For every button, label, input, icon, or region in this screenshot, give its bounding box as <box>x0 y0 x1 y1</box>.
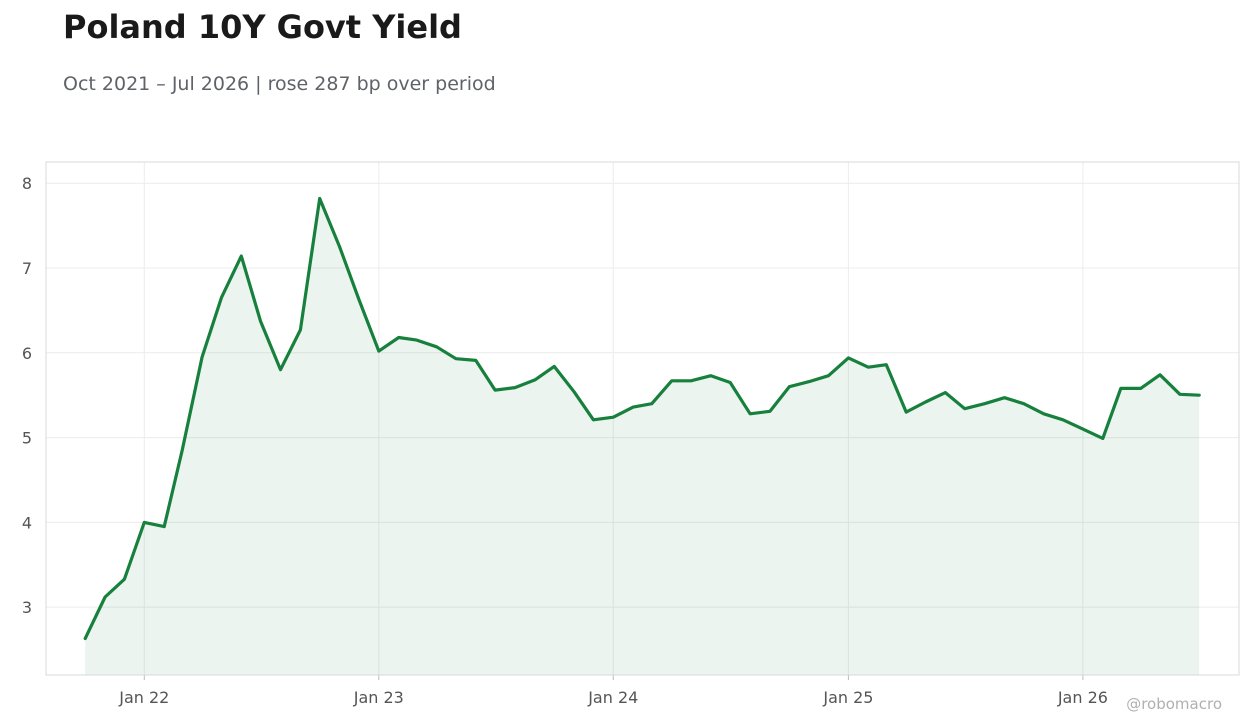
data-point <box>358 298 360 300</box>
data-point <box>123 578 125 580</box>
x-tick-label: Jan 24 <box>587 688 638 707</box>
data-point <box>1159 374 1161 376</box>
data-point <box>1198 394 1200 396</box>
data-point <box>632 406 634 408</box>
data-point <box>1179 393 1181 395</box>
data-point <box>378 350 380 352</box>
plot-frame <box>45 161 1240 676</box>
data-point <box>299 329 301 331</box>
data-point <box>1043 413 1045 415</box>
data-point <box>514 386 516 388</box>
y-tick-labels: 3 4 5 6 7 8 <box>22 174 32 617</box>
data-point <box>1082 428 1084 430</box>
x-tick-labels: Jan 22 Jan 23 Jan 24 Jan 25 Jan 26 <box>118 688 1108 707</box>
data-point <box>338 246 340 248</box>
data-point <box>847 357 849 359</box>
data-point <box>573 391 575 393</box>
data-point <box>1140 387 1142 389</box>
chart-subtitle: Oct 2021 – Jul 2026 | rose 287 bp over p… <box>63 73 496 95</box>
x-tick-label: Jan 22 <box>118 688 169 707</box>
data-point <box>710 374 712 376</box>
watermark: @robomacro <box>1126 695 1222 713</box>
data-point <box>534 379 536 381</box>
data-point <box>788 386 790 388</box>
data-point <box>201 356 203 358</box>
data-point <box>671 380 673 382</box>
data-point <box>143 521 145 523</box>
y-tick-label: 6 <box>22 344 32 363</box>
data-point <box>729 381 731 383</box>
data-point <box>1023 402 1025 404</box>
area-layer <box>85 198 1200 675</box>
data-point <box>769 410 771 412</box>
data-point <box>163 525 165 527</box>
data-point <box>827 374 829 376</box>
y-tick-label: 5 <box>22 429 32 448</box>
x-tick-label: Jan 26 <box>1057 688 1108 707</box>
data-point <box>690 380 692 382</box>
data-point <box>220 296 222 298</box>
data-point <box>181 449 183 451</box>
data-point <box>259 320 261 322</box>
data-point <box>1062 419 1064 421</box>
data-point <box>808 380 810 382</box>
data-point <box>1003 397 1005 399</box>
line-layer <box>83 196 1201 641</box>
data-point <box>592 419 594 421</box>
x-tick-label: Jan 25 <box>822 688 873 707</box>
data-point <box>553 365 555 367</box>
data-point <box>1102 437 1104 439</box>
frame-layer <box>45 161 1240 676</box>
data-point <box>944 391 946 393</box>
data-point <box>749 413 751 415</box>
data-point <box>475 359 477 361</box>
chart-title: Poland 10Y Govt Yield <box>63 8 462 46</box>
data-point <box>84 637 86 639</box>
data-point <box>240 255 242 257</box>
data-point <box>983 402 985 404</box>
data-point <box>867 366 869 368</box>
data-point <box>455 358 457 360</box>
data-point <box>1120 387 1122 389</box>
data-point <box>279 369 281 371</box>
series-line <box>83 196 1201 641</box>
data-point <box>318 197 320 199</box>
y-tick-label: 7 <box>22 259 32 278</box>
y-tick-label: 4 <box>22 513 32 532</box>
data-point <box>104 596 106 598</box>
grid-layer <box>46 162 1239 680</box>
x-tick-label: Jan 23 <box>353 688 404 707</box>
data-point <box>612 416 614 418</box>
data-point <box>963 408 965 410</box>
data-point <box>435 346 437 348</box>
data-point <box>397 336 399 338</box>
series-area <box>85 198 1200 675</box>
data-point <box>415 339 417 341</box>
data-point <box>924 401 926 403</box>
data-point <box>905 411 907 413</box>
data-point <box>885 363 887 365</box>
y-tick-label: 8 <box>22 174 32 193</box>
data-point <box>494 389 496 391</box>
y-tick-label: 3 <box>22 598 32 617</box>
data-point <box>651 402 653 404</box>
